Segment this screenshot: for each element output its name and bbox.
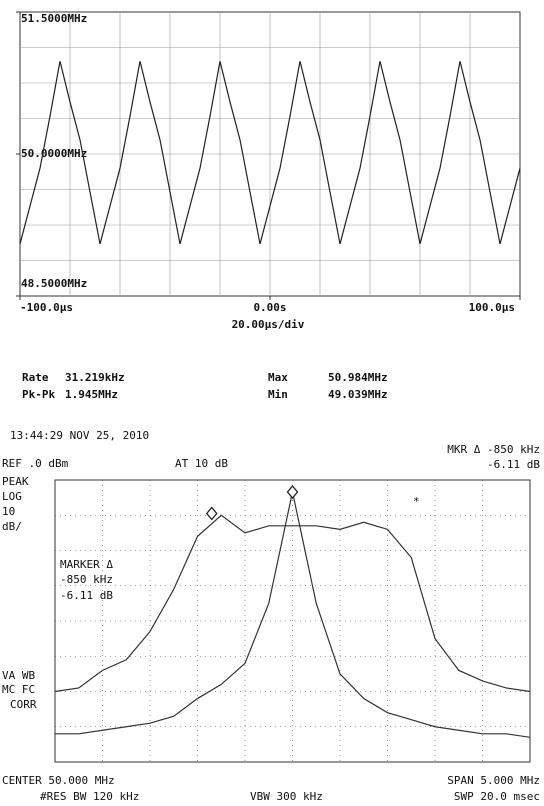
readout-value: 31.219kHz <box>65 371 125 384</box>
y-tick-label: 48.5000MHz <box>21 277 87 290</box>
marker-value: -6.11 dB <box>487 458 540 471</box>
marker-box: MARKER Δ <box>60 558 113 571</box>
trace <box>19 61 521 245</box>
marker <box>205 506 218 521</box>
y-tick-label: 51.5000MHz <box>21 12 87 25</box>
readout-label: Pk-Pk <box>22 388 55 401</box>
trace <box>54 514 531 693</box>
x-tick-label: -100.0µs <box>20 301 73 314</box>
readout-value: 1.945MHz <box>65 388 118 401</box>
flag: VA WB <box>2 669 35 682</box>
span: SPAN 5.000 MHz <box>447 774 540 787</box>
ref-level: REF .0 dBm <box>2 457 69 470</box>
flag: MC FC <box>2 683 35 696</box>
sweep: SWP 20.0 msec <box>454 790 540 803</box>
readout-label: Min <box>268 388 288 401</box>
readout-label: Rate <box>22 371 49 384</box>
star: * <box>413 495 420 508</box>
readout-value: 50.984MHz <box>328 371 388 384</box>
mode: LOG <box>2 490 22 503</box>
marker-box: -850 kHz <box>60 573 113 586</box>
y-tick-label: 50.0000MHz <box>21 147 87 160</box>
x-label: 20.00µs/div <box>232 318 305 331</box>
x-tick-label: 100.0µs <box>469 301 515 314</box>
marker <box>286 484 299 500</box>
attenuation: AT 10 dB <box>175 457 228 470</box>
mode: PEAK <box>2 475 29 488</box>
x-tick-label: 0.00s <box>253 301 286 314</box>
mode: dB/ <box>2 520 22 533</box>
timestamp: 13:44:29 NOV 25, 2010 <box>10 429 149 442</box>
center-freq: CENTER 50.000 MHz <box>2 774 115 787</box>
res-bw: #RES BW 120 kHz <box>40 790 139 803</box>
readout-value: 49.039MHz <box>328 388 388 401</box>
mode: 10 <box>2 505 15 518</box>
readout-label: Max <box>268 371 288 384</box>
marker-readout: MKR Δ -850 kHz <box>447 443 540 456</box>
flag: CORR <box>10 698 37 711</box>
vbw: VBW 300 kHz <box>250 790 323 803</box>
marker-box: -6.11 dB <box>60 589 113 602</box>
